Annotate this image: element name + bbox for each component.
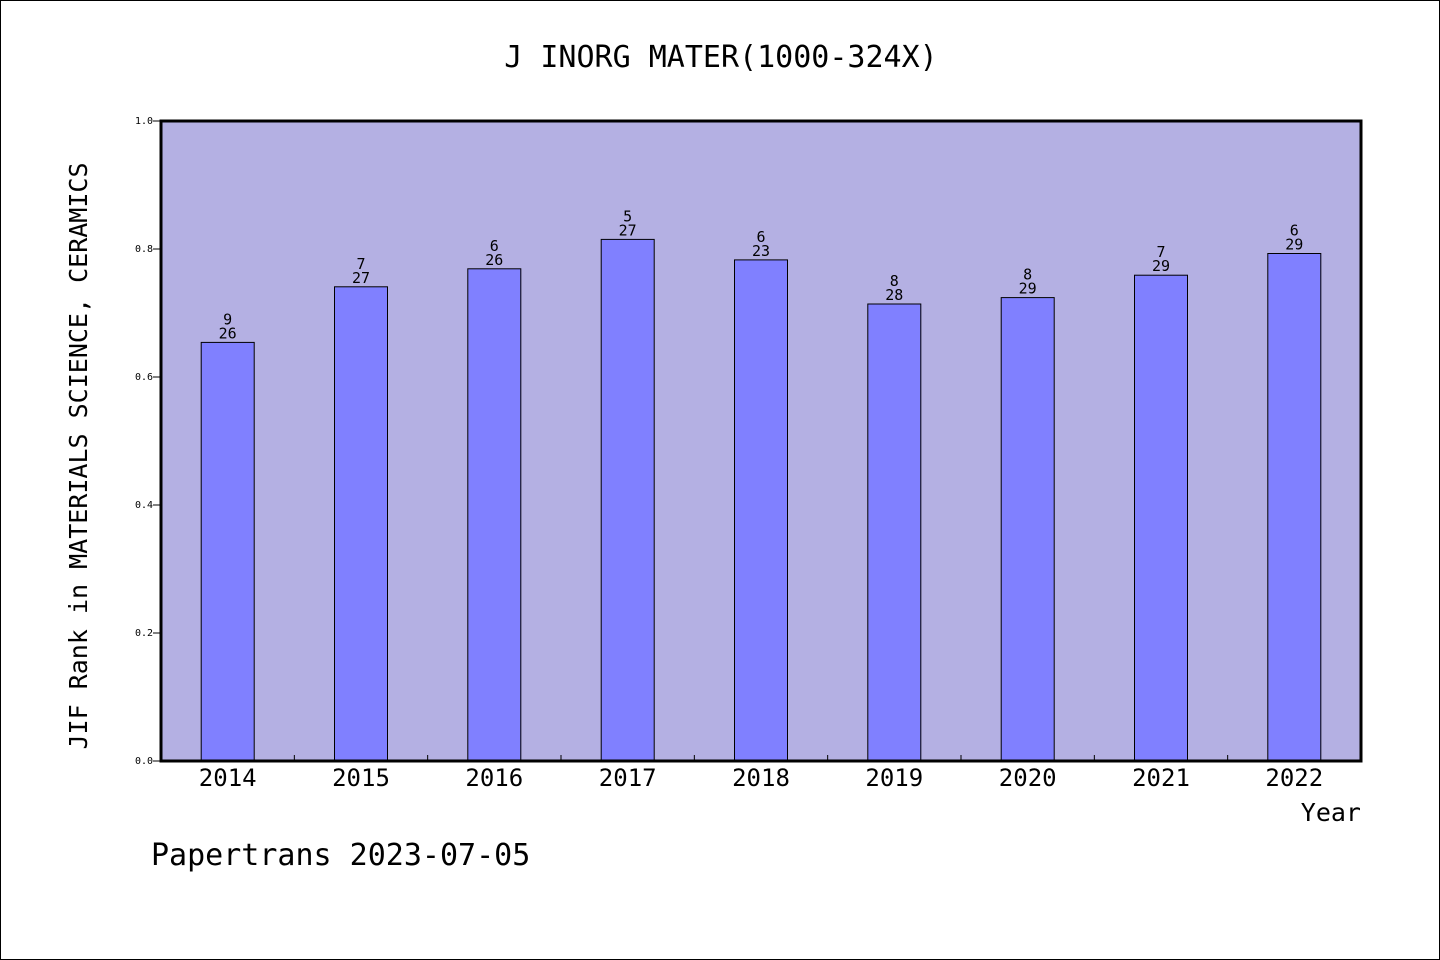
bar-2016 xyxy=(467,268,522,762)
x-tick-label: 2022 xyxy=(1265,764,1323,792)
bar-total-label: 26 xyxy=(219,324,237,342)
bar-rank-label: 7 xyxy=(356,255,365,273)
x-tick-label: 2020 xyxy=(999,764,1057,792)
bar-total-label: 23 xyxy=(752,242,770,260)
bar-2015 xyxy=(334,286,388,762)
bar-2020 xyxy=(1000,297,1055,762)
bar-rank-label: 6 xyxy=(756,228,765,246)
footer-credit: Papertrans 2023-07-05 xyxy=(151,838,530,873)
x-tick-label: 2015 xyxy=(332,764,390,792)
bar-total-label: 28 xyxy=(885,286,903,304)
plot-frame xyxy=(159,119,1363,763)
bar-rank-label: 7 xyxy=(1156,243,1165,261)
y-axis-ticks: 0.0 0.2 0.4 0.6 0.8 1.0 xyxy=(135,116,161,767)
bar-total-label: 27 xyxy=(352,269,370,287)
bar-2022 xyxy=(1267,253,1322,762)
bars-group xyxy=(200,238,1322,762)
x-tick-label: 2017 xyxy=(599,764,657,792)
x-tick-label: 2018 xyxy=(732,764,790,792)
bar-rank-label: 8 xyxy=(890,272,899,290)
bar-2021 xyxy=(1134,274,1188,762)
x-axis-label: Year xyxy=(1301,798,1361,827)
bar-total-label: 29 xyxy=(1019,280,1037,298)
bar-rank-label: 8 xyxy=(1023,266,1032,284)
y-tick-label: 0.4 xyxy=(135,500,153,511)
bar-rank-label: 5 xyxy=(623,207,632,225)
x-tick-label: 2019 xyxy=(865,764,923,792)
y-tick-label: 1.0 xyxy=(135,116,153,127)
bar-total-label: 29 xyxy=(1152,257,1170,275)
bar-rank-label: 6 xyxy=(1290,222,1299,240)
bar-rank-label: 6 xyxy=(490,237,499,255)
x-tick-label: 2021 xyxy=(1132,764,1190,792)
y-tick-label: 0.6 xyxy=(135,372,153,383)
bar-2014 xyxy=(200,341,255,762)
bar-2018 xyxy=(734,259,788,762)
y-tick-label: 0.8 xyxy=(135,244,153,255)
bar-2019 xyxy=(867,303,922,762)
x-axis-ticks: 2014 2015 2016 2017 2018 2019 2020 2021 2022 xyxy=(199,755,1323,792)
bar-rank-label: 9 xyxy=(223,310,232,328)
y-tick-label: 0.0 xyxy=(135,756,153,767)
bar-2017 xyxy=(600,238,655,762)
bar-total-label: 27 xyxy=(619,221,637,239)
x-tick-label: 2016 xyxy=(465,764,523,792)
y-tick-label: 0.2 xyxy=(135,628,153,639)
bar-total-label: 29 xyxy=(1285,236,1303,254)
x-tick-label: 2014 xyxy=(199,764,257,792)
bar-total-label: 26 xyxy=(485,251,503,269)
chart-title: J INORG MATER(1000-324X) xyxy=(504,40,937,75)
y-axis-label: JIF Rank in MATERIALS SCIENCE, CERAMICS xyxy=(64,163,93,750)
